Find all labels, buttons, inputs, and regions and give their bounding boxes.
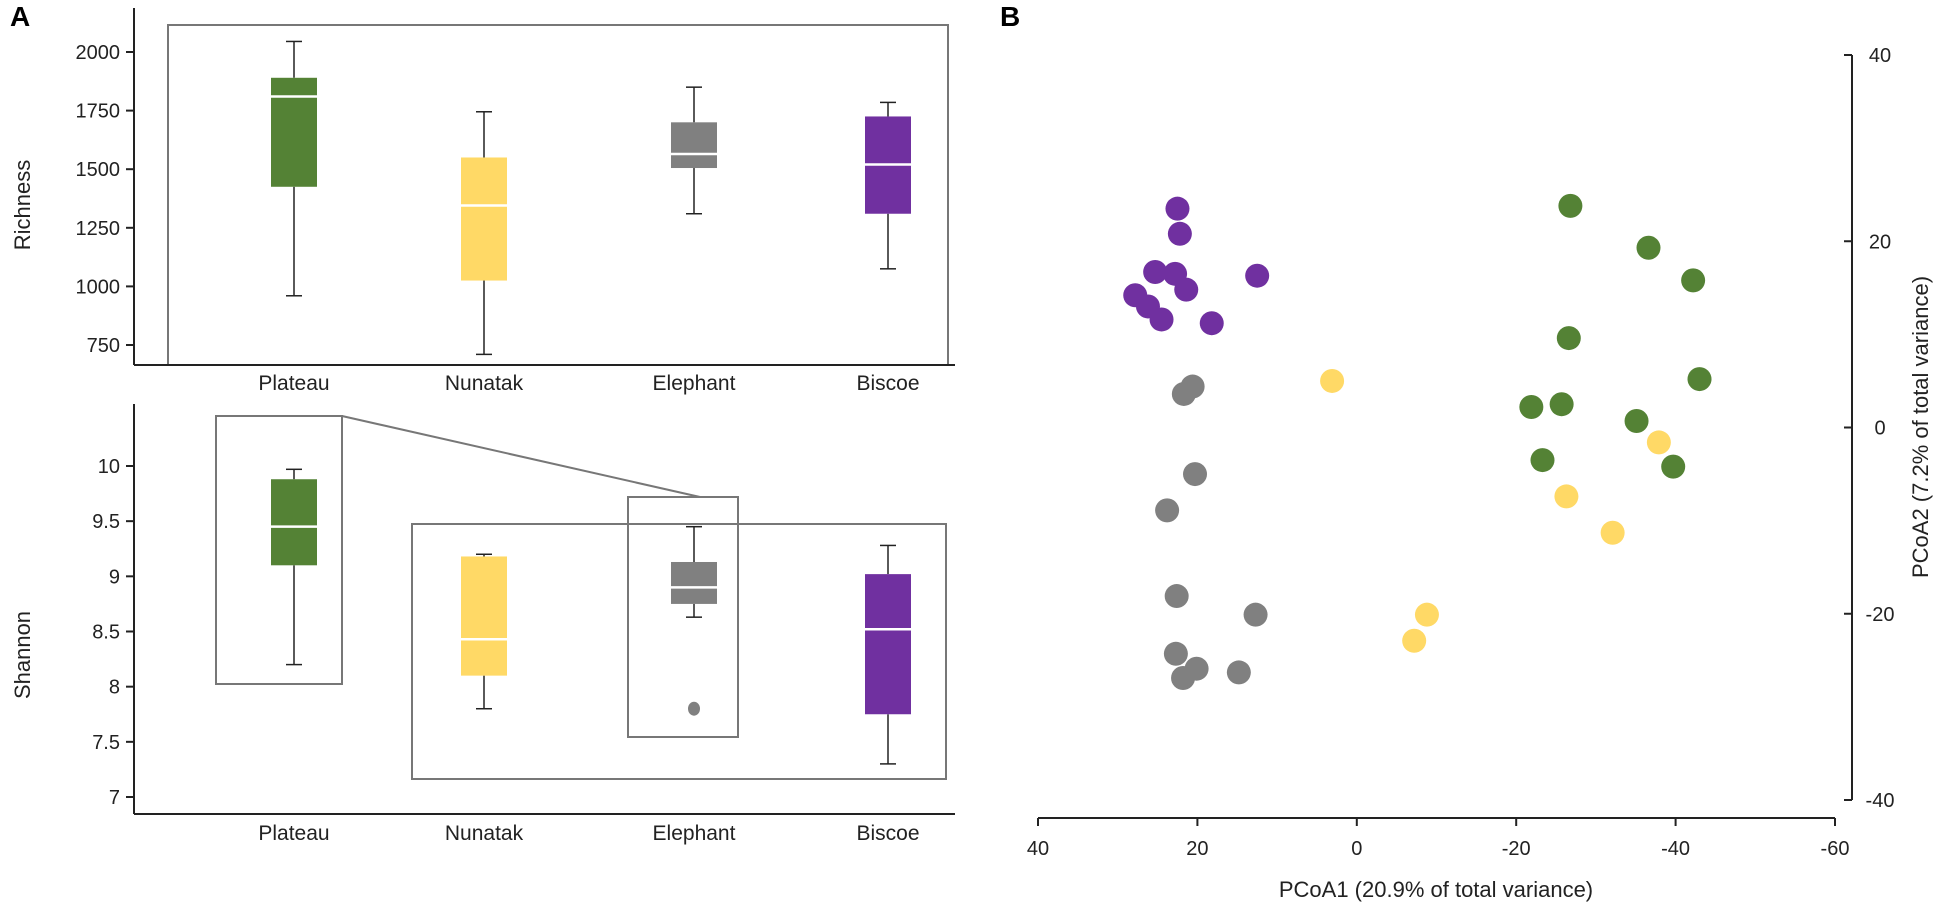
richness-boxplot: Richness 750 1000 1250 1500 1750 2000 Plateau N… [10,8,955,395]
pcoa-scatter: PCoA1 (20.9% of total variance) PCoA2 (7… [1027,45,1933,902]
richness-box-body [271,77,317,187]
shannon-y-tick-label: 8 [109,677,120,699]
richness-highlight-frame [167,24,949,366]
pcoa-series-nunatak [1320,368,1671,653]
panel-label-a: A [10,1,30,32]
shannon-box-body [461,556,507,676]
shannon-x-tick-label: Biscoe [856,822,919,845]
pcoa-series-elephant [1155,374,1268,691]
richness-x-tick-label: Plateau [258,372,329,395]
pcoa-y-tick-label: -20 [1866,604,1895,626]
richness-box-elephant [671,86,717,215]
shannon-outlier-point [688,701,700,716]
pcoa-point-nunatak [1320,368,1345,393]
pcoa-point-nunatak [1646,430,1671,455]
pcoa-point-biscoe [1174,277,1199,302]
shannon-box-biscoe [865,544,911,765]
shannon-y-tick-label: 7 [109,787,120,809]
pcoa-x-tick-label: 20 [1186,838,1208,860]
pcoa-point-plateau [1681,268,1706,293]
pcoa-x-tick-label: 40 [1027,838,1049,860]
pcoa-point-plateau [1636,235,1661,260]
shannon-y-tick-label: 10 [98,456,120,478]
pcoa-point-nunatak [1600,520,1625,545]
pcoa-y-tick-label: -40 [1866,790,1895,812]
shannon-connector-line [341,415,701,498]
pcoa-point-biscoe [1167,221,1192,246]
pcoa-point-biscoe [1143,259,1168,284]
richness-y-tick-label: 2000 [76,42,121,64]
pcoa-point-nunatak [1414,602,1439,627]
richness-y-tick-label: 750 [87,335,120,357]
shannon-x-tick-label: Plateau [258,822,329,845]
pcoa-point-plateau [1549,392,1574,417]
richness-box-plateau [271,40,317,297]
pcoa-point-plateau [1519,395,1544,420]
shannon-y-tick-label: 8.5 [92,622,120,644]
pcoa-point-plateau [1687,367,1712,392]
richness-y-tick-label: 1250 [76,218,121,240]
shannon-y-tick-label: 7.5 [92,732,120,754]
pcoa-point-biscoe [1149,307,1174,332]
shannon-x-tick-label: Nunatak [445,822,524,845]
shannon-box-plateau [271,468,317,666]
richness-box-nunatak [461,111,507,356]
panel-label-b: B [1000,1,1020,32]
shannon-y-title: Shannon [10,611,35,699]
pcoa-x-tick-label: -40 [1661,838,1690,860]
richness-y-tick-label: 1750 [76,101,121,123]
pcoa-y-title: PCoA2 (7.2% of total variance) [1908,276,1933,578]
pcoa-point-elephant [1226,660,1251,685]
shannon-box-body [671,561,717,604]
shannon-boxplot: Shannon 7 7.5 8 8.5 9 9.5 10 Plateau Nunatak Elep… [10,404,955,845]
shannon-y-tick-label: 9.5 [92,511,120,533]
pcoa-point-biscoe [1199,311,1224,336]
shannon-box-body [271,479,317,566]
richness-box-body [461,157,507,281]
pcoa-x-title: PCoA1 (20.9% of total variance) [1279,877,1593,902]
richness-y-tick-label: 1500 [76,159,121,181]
richness-box-biscoe [865,101,911,270]
richness-box-body [671,122,717,169]
pcoa-y-tick-label: 20 [1869,231,1891,253]
shannon-box-nunatak [461,553,507,710]
pcoa-series-biscoe [1123,196,1270,336]
pcoa-x-tick-label: 0 [1351,838,1362,860]
shannon-box-elephant [671,525,717,716]
pcoa-point-plateau [1530,448,1555,473]
richness-x-tick-label: Biscoe [856,372,919,395]
richness-x-tick-label: Nunatak [445,372,524,395]
pcoa-x-tick-label: -60 [1821,838,1850,860]
pcoa-point-elephant [1171,666,1196,691]
pcoa-point-biscoe [1245,263,1270,288]
richness-y-title: Richness [10,160,35,250]
pcoa-y-tick-label: 0 [1874,418,1885,440]
pcoa-x-tick-label: -20 [1502,838,1531,860]
pcoa-point-elephant [1155,498,1180,523]
shannon-y-tick-label: 9 [109,566,120,588]
pcoa-series-plateau [1519,193,1712,479]
pcoa-point-elephant [1163,641,1188,666]
pcoa-point-elephant [1164,584,1189,609]
pcoa-point-nunatak [1402,628,1427,653]
shannon-elephant-frame [627,496,739,738]
pcoa-point-plateau [1558,193,1583,218]
pcoa-point-elephant [1171,381,1196,406]
pcoa-point-elephant [1243,602,1268,627]
pcoa-point-plateau [1624,408,1649,433]
pcoa-point-plateau [1661,454,1686,479]
pcoa-y-tick-label: 40 [1869,45,1891,67]
shannon-box-body [865,574,911,715]
shannon-x-tick-label: Elephant [653,822,736,845]
pcoa-point-plateau [1556,326,1581,351]
pcoa-point-elephant [1183,462,1208,487]
richness-y-tick-label: 1000 [76,276,121,298]
richness-x-tick-label: Elephant [653,372,736,395]
pcoa-point-nunatak [1554,484,1579,509]
shannon-others-frame [411,523,947,780]
shannon-plateau-frame [215,415,343,685]
pcoa-point-biscoe [1165,196,1190,221]
